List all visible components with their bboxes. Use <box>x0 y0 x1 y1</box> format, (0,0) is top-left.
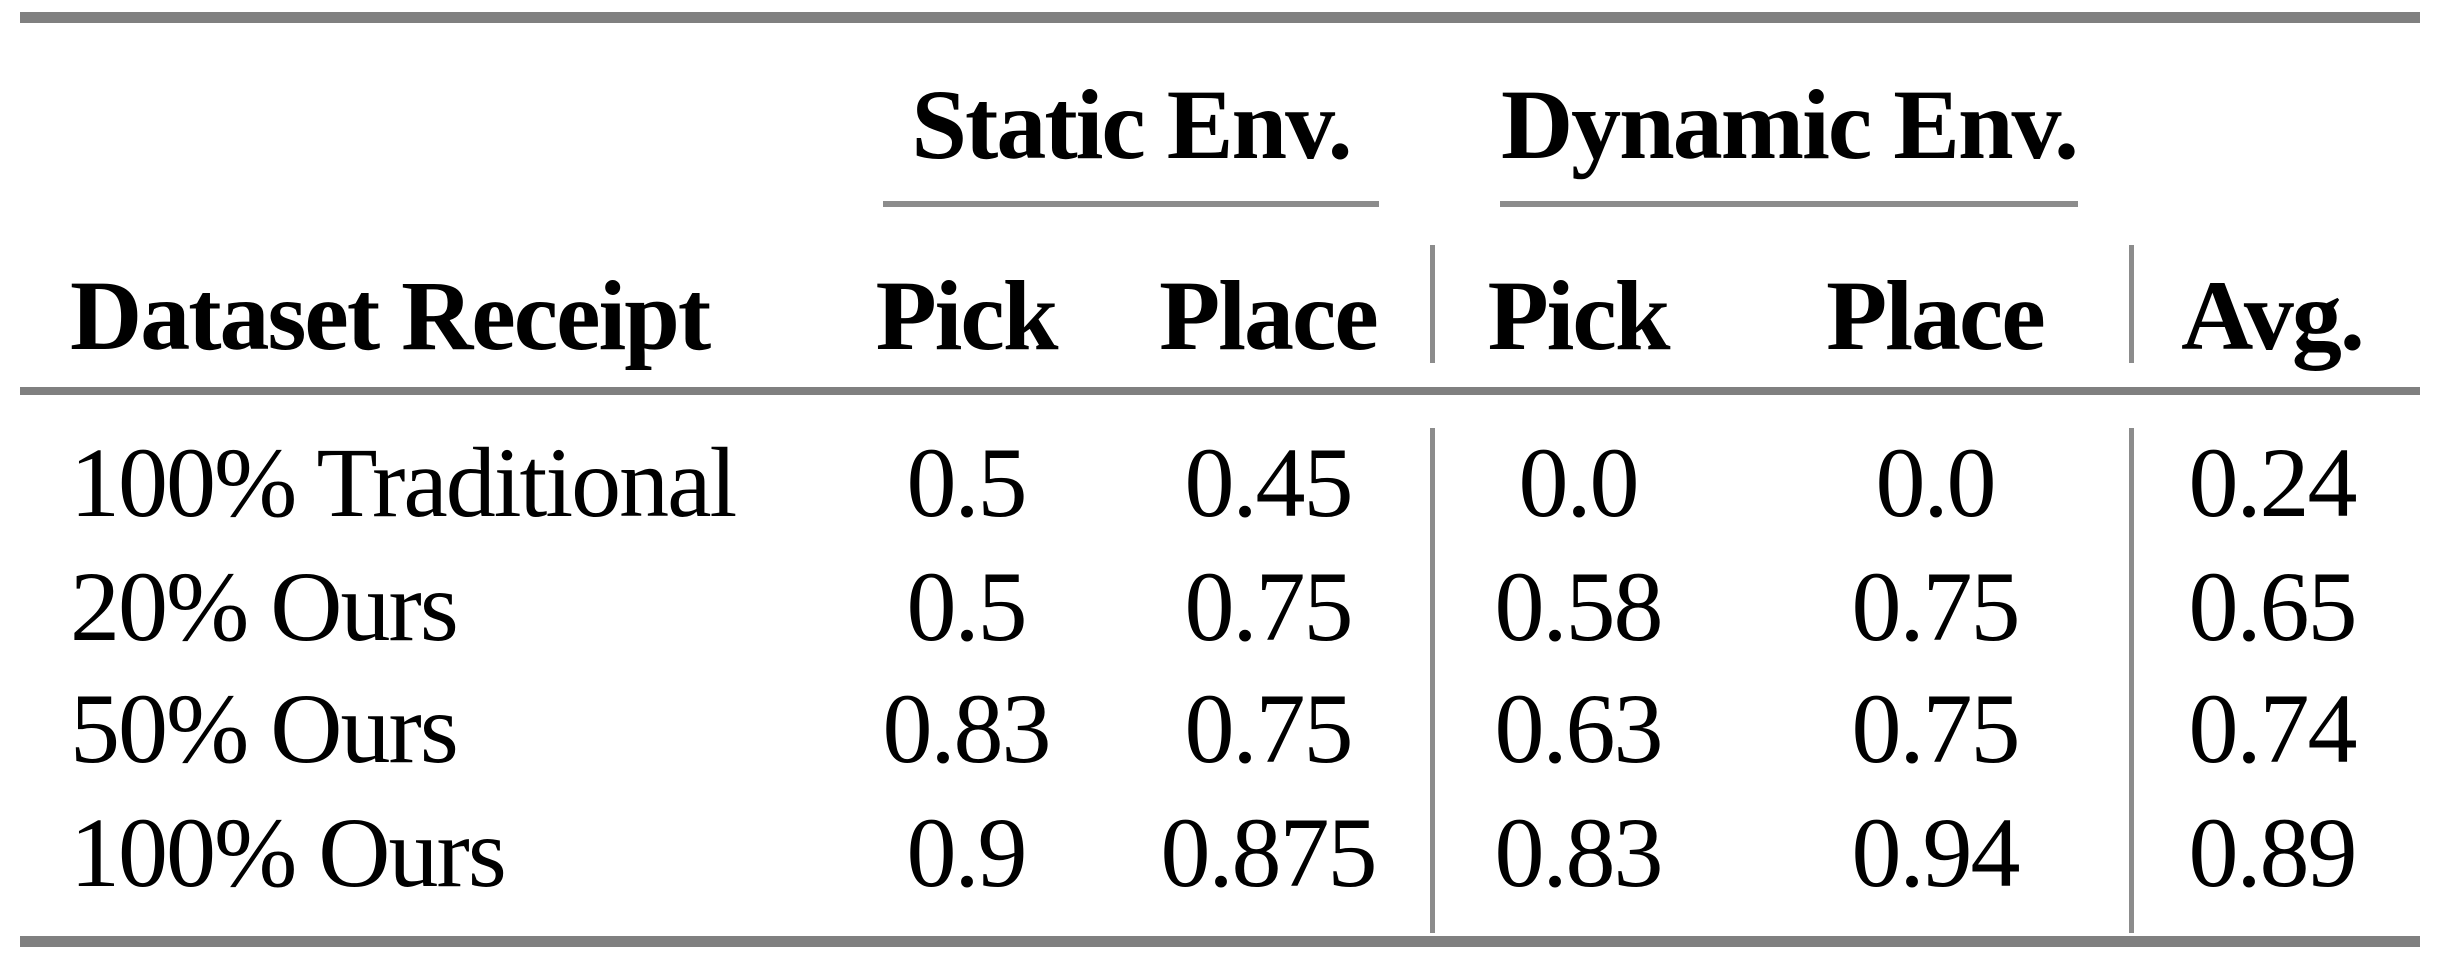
table-cell: 0.83 <box>1494 797 1664 908</box>
column-header-dynamic-pick: Pick <box>1487 259 1671 371</box>
table-cell: 0.75 <box>1851 673 2021 784</box>
table-cell: 0.875 <box>1160 797 1378 908</box>
column-header-dataset-receipt: Dataset Receipt <box>70 259 711 371</box>
table-cell: 0.5 <box>906 551 1028 662</box>
column-header-dynamic-place: Place <box>1826 259 2046 371</box>
table-cell: 0.75 <box>1851 551 2021 662</box>
table-cell: 0.75 <box>1184 673 1354 784</box>
table-cell: 0.24 <box>2188 427 2358 538</box>
table-cell: 0.65 <box>2188 551 2358 662</box>
column-header-static-place: Place <box>1159 259 1379 371</box>
table-cell: 0.74 <box>2188 673 2358 784</box>
table-cell: 0.9 <box>906 797 1028 908</box>
table-cell: 0.0 <box>1518 427 1640 538</box>
table-bottom-rule <box>20 936 2420 947</box>
table-cell: 0.0 <box>1875 427 1997 538</box>
table-cell: 0.83 <box>882 673 1052 784</box>
table-cell: 0.58 <box>1494 551 1664 662</box>
table-cell: 0.75 <box>1184 551 1354 662</box>
table-cell: 0.94 <box>1851 797 2021 908</box>
dynamic-env-underline <box>1500 201 2078 207</box>
column-header-static-pick: Pick <box>875 259 1059 371</box>
table-cell: 0.89 <box>2188 797 2358 908</box>
row-label: 50% Ours <box>70 673 459 784</box>
row-label: 100% Ours <box>70 797 507 908</box>
column-separator <box>2129 428 2134 933</box>
column-group-static-env: Static Env. <box>911 69 1352 180</box>
table-top-rule <box>20 12 2420 23</box>
column-group-dynamic-env: Dynamic Env. <box>1500 69 2079 180</box>
column-separator <box>1430 245 1435 363</box>
table-cell: 0.45 <box>1184 427 1354 538</box>
table-cell: 0.5 <box>906 427 1028 538</box>
table-header-rule <box>20 387 2420 395</box>
column-separator <box>1430 428 1435 933</box>
column-separator <box>2129 245 2134 363</box>
row-label: 100% Traditional <box>70 427 737 538</box>
row-label: 20% Ours <box>70 551 459 662</box>
table-cell: 0.63 <box>1494 673 1664 784</box>
static-env-underline <box>883 201 1379 207</box>
column-header-avg: Avg. <box>2181 259 2365 371</box>
